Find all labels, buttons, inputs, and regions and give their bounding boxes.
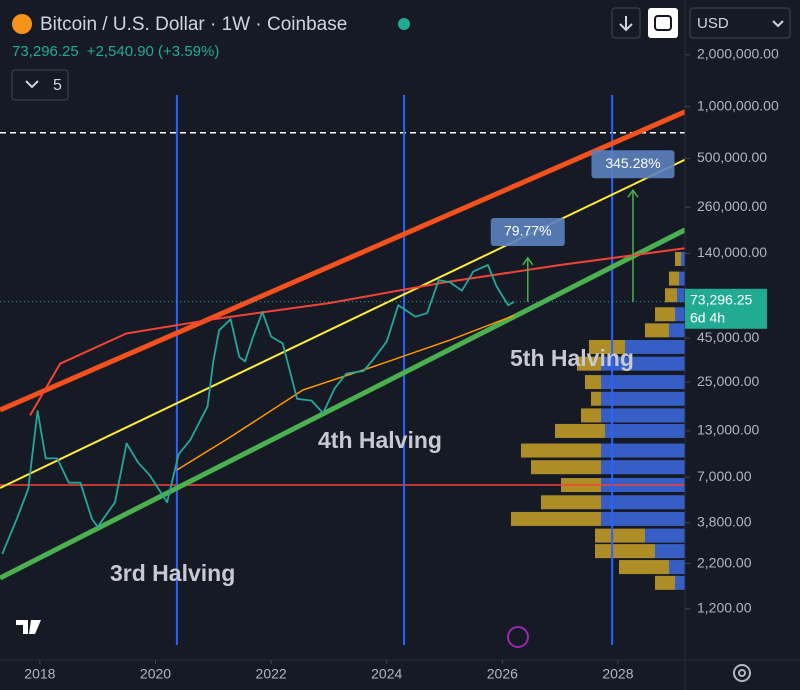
- volume-bar: [605, 423, 685, 438]
- volume-bar: [655, 544, 685, 559]
- volume-bar: [645, 323, 669, 338]
- settings-icon[interactable]: [733, 664, 751, 682]
- volume-bar: [581, 408, 601, 423]
- volume-bar: [669, 560, 685, 575]
- volume-bar: [601, 408, 685, 423]
- x-tick-label: 2018: [24, 666, 55, 682]
- volume-bar: [601, 356, 685, 371]
- volume-bar: [541, 495, 601, 510]
- indicator-toggle[interactable]: [11, 69, 69, 101]
- overlay-line: [29, 247, 685, 416]
- volume-bar: [601, 375, 685, 390]
- countdown: 6d 4h: [690, 309, 725, 325]
- arrow-head: [522, 256, 534, 266]
- ai-icon[interactable]: [507, 626, 529, 648]
- volume-bar: [669, 323, 685, 338]
- x-tick-label: 2028: [602, 666, 633, 682]
- overlay-line: [176, 314, 515, 471]
- settings-icon: [738, 669, 746, 677]
- y-tick-label: 7,000.00: [697, 468, 752, 484]
- currency-select[interactable]: [689, 7, 791, 39]
- y-tick-label: 25,000.00: [697, 373, 759, 389]
- volume-bar: [679, 271, 685, 286]
- x-tick-label: 2020: [140, 666, 171, 682]
- volume-bar: [655, 575, 675, 590]
- y-tick-label: 3,800.00: [697, 513, 752, 529]
- price-label: 73,296.25: [690, 291, 752, 307]
- volume-bar: [669, 271, 679, 286]
- x-tick-label: 2022: [256, 666, 287, 682]
- volume-bar: [577, 356, 601, 371]
- volume-bar: [601, 511, 685, 526]
- price-label-box: [685, 288, 767, 329]
- x-tick-label: 2026: [487, 666, 518, 682]
- volume-bar: [531, 460, 601, 475]
- volume-bar: [589, 339, 625, 354]
- chevron-icon: [25, 80, 39, 89]
- volume-bar: [677, 288, 685, 303]
- price: 73,296.25: [12, 43, 79, 60]
- download-button[interactable]: [611, 7, 641, 39]
- volume-bar: [591, 391, 601, 406]
- chevron-icon: [772, 20, 784, 28]
- measure-box: [490, 217, 565, 246]
- volume-bar: [595, 528, 645, 543]
- chart-title: Bitcoin / U.S. Dollar · 1W · Coinbase: [40, 14, 347, 35]
- y-tick-label: 140,000.00: [697, 244, 767, 260]
- price-line: [1, 264, 515, 555]
- symbol-icon: [12, 14, 32, 34]
- plot-area: [0, 95, 685, 645]
- y-tick-label: 500,000.00: [697, 149, 767, 165]
- halving-label: 3rd Halving: [110, 560, 235, 586]
- status-dot: [398, 18, 410, 30]
- measure-label: 79.77%: [504, 223, 551, 239]
- volume-bar: [681, 251, 685, 266]
- volume-bar: [555, 423, 605, 438]
- volume-bar: [511, 511, 601, 526]
- fullscreen-icon: [654, 15, 672, 31]
- volume-bar: [645, 528, 685, 543]
- halving-label: 4th Halving: [318, 427, 442, 453]
- price-change: +2,540.90 (+3.59%): [87, 43, 220, 60]
- currency: USD: [697, 15, 729, 32]
- volume-bar: [601, 391, 685, 406]
- measure-box: [591, 150, 675, 179]
- fullscreen-button[interactable]: [648, 8, 678, 38]
- y-tick-label: 1,200.00: [697, 600, 752, 616]
- y-tick-label: 1,000,000.00: [697, 97, 779, 113]
- volume-bar: [601, 495, 685, 510]
- volume-bar: [601, 460, 685, 475]
- volume-bar: [521, 443, 601, 458]
- volume-bar: [619, 560, 669, 575]
- y-tick-label: 13,000.00: [697, 422, 759, 438]
- volume-bar: [675, 575, 685, 590]
- arrow-head: [627, 188, 639, 198]
- download-icon: [619, 16, 633, 32]
- overlay-line: [0, 109, 685, 413]
- volume-bar: [601, 443, 685, 458]
- indicator-count: 5: [53, 77, 62, 94]
- y-tick-label: 45,000.00: [697, 329, 759, 345]
- volume-bar: [675, 307, 685, 322]
- volume-bar: [655, 307, 675, 322]
- price-line: 73,296.25 +2,540.90 (+3.59%): [12, 43, 219, 60]
- volume-bar: [665, 288, 677, 303]
- y-tick-label: 260,000.00: [697, 198, 767, 214]
- y-tick-label: 2,000,000.00: [697, 46, 779, 62]
- volume-bar: [675, 251, 681, 266]
- overlay-line: [0, 227, 685, 581]
- y-tick-label: 2,200.00: [697, 554, 752, 570]
- halving-label: 5th Halving: [510, 345, 634, 371]
- x-tick-label: 2024: [371, 666, 402, 682]
- overlay-line: [0, 158, 685, 489]
- volume-bar: [595, 544, 655, 559]
- measure-label: 345.28%: [605, 155, 660, 171]
- volume-bar: [585, 375, 601, 390]
- tv-logo: [16, 620, 41, 634]
- volume-bar: [625, 339, 685, 354]
